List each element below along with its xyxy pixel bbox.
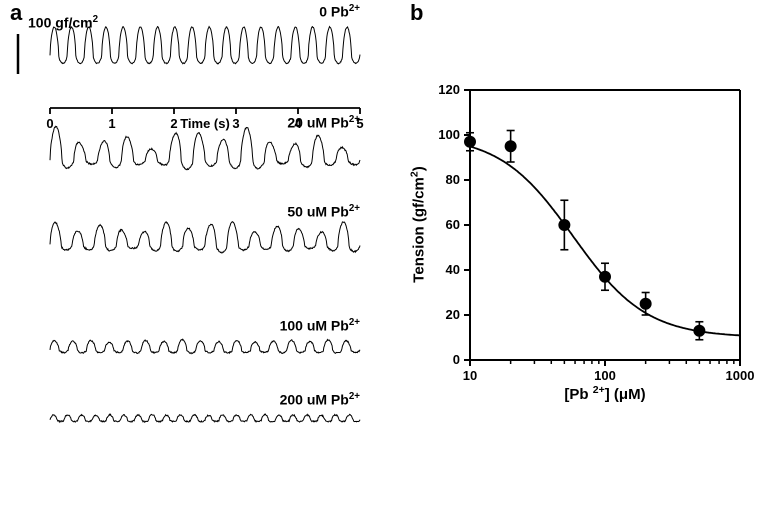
svg-text:10: 10 <box>463 368 477 383</box>
svg-text:2: 2 <box>170 116 177 131</box>
svg-text:5: 5 <box>356 116 363 131</box>
scalebar-label: 100 gf/cm2 <box>28 14 98 31</box>
svg-text:4: 4 <box>294 116 302 131</box>
trace-label-2: 50 uM Pb2+ <box>200 203 360 220</box>
dose-response-curve <box>470 147 740 336</box>
trace-3 <box>50 339 360 353</box>
data-point-1 <box>505 140 517 152</box>
panel-a-svg: 0 Pb2+20 uM Pb2+50 uM Pb2+100 uM Pb2+200… <box>0 0 400 505</box>
panel-b-svg: 0 20 40 60 80 100 120 10 100 1000 Tension (gf/cm2)… <box>400 0 780 505</box>
svg-text:Time (s): Time (s) <box>180 116 230 131</box>
svg-text:80: 80 <box>446 172 460 187</box>
trace-0 <box>50 27 360 64</box>
trace-label-4: 200 uM Pb2+ <box>200 391 360 408</box>
svg-text:0: 0 <box>453 352 460 367</box>
svg-text:1000: 1000 <box>726 368 755 383</box>
data-point-0 <box>464 136 476 148</box>
data-point-2 <box>558 219 570 231</box>
svg-text:1: 1 <box>108 116 115 131</box>
y-axis-label: Tension (gf/cm2) <box>409 145 428 305</box>
data-point-4 <box>640 298 652 310</box>
data-point-5 <box>693 325 705 337</box>
trace-2 <box>50 222 360 253</box>
figure-root: a b 0 Pb2+20 uM Pb2+50 uM Pb2+100 uM Pb2… <box>0 0 780 505</box>
svg-text:120: 120 <box>438 82 460 97</box>
x-axis-label: [Pb 2+] (μM) <box>470 384 740 403</box>
svg-text:20: 20 <box>446 307 460 322</box>
svg-text:40: 40 <box>446 262 460 277</box>
trace-label-3: 100 uM Pb2+ <box>200 317 360 334</box>
svg-text:100: 100 <box>594 368 616 383</box>
svg-text:0: 0 <box>46 116 53 131</box>
svg-text:60: 60 <box>446 217 460 232</box>
svg-text:3: 3 <box>232 116 239 131</box>
data-point-3 <box>599 271 611 283</box>
trace-label-0: 0 Pb2+ <box>200 3 360 20</box>
trace-4 <box>50 414 360 422</box>
svg-text:100: 100 <box>438 127 460 142</box>
